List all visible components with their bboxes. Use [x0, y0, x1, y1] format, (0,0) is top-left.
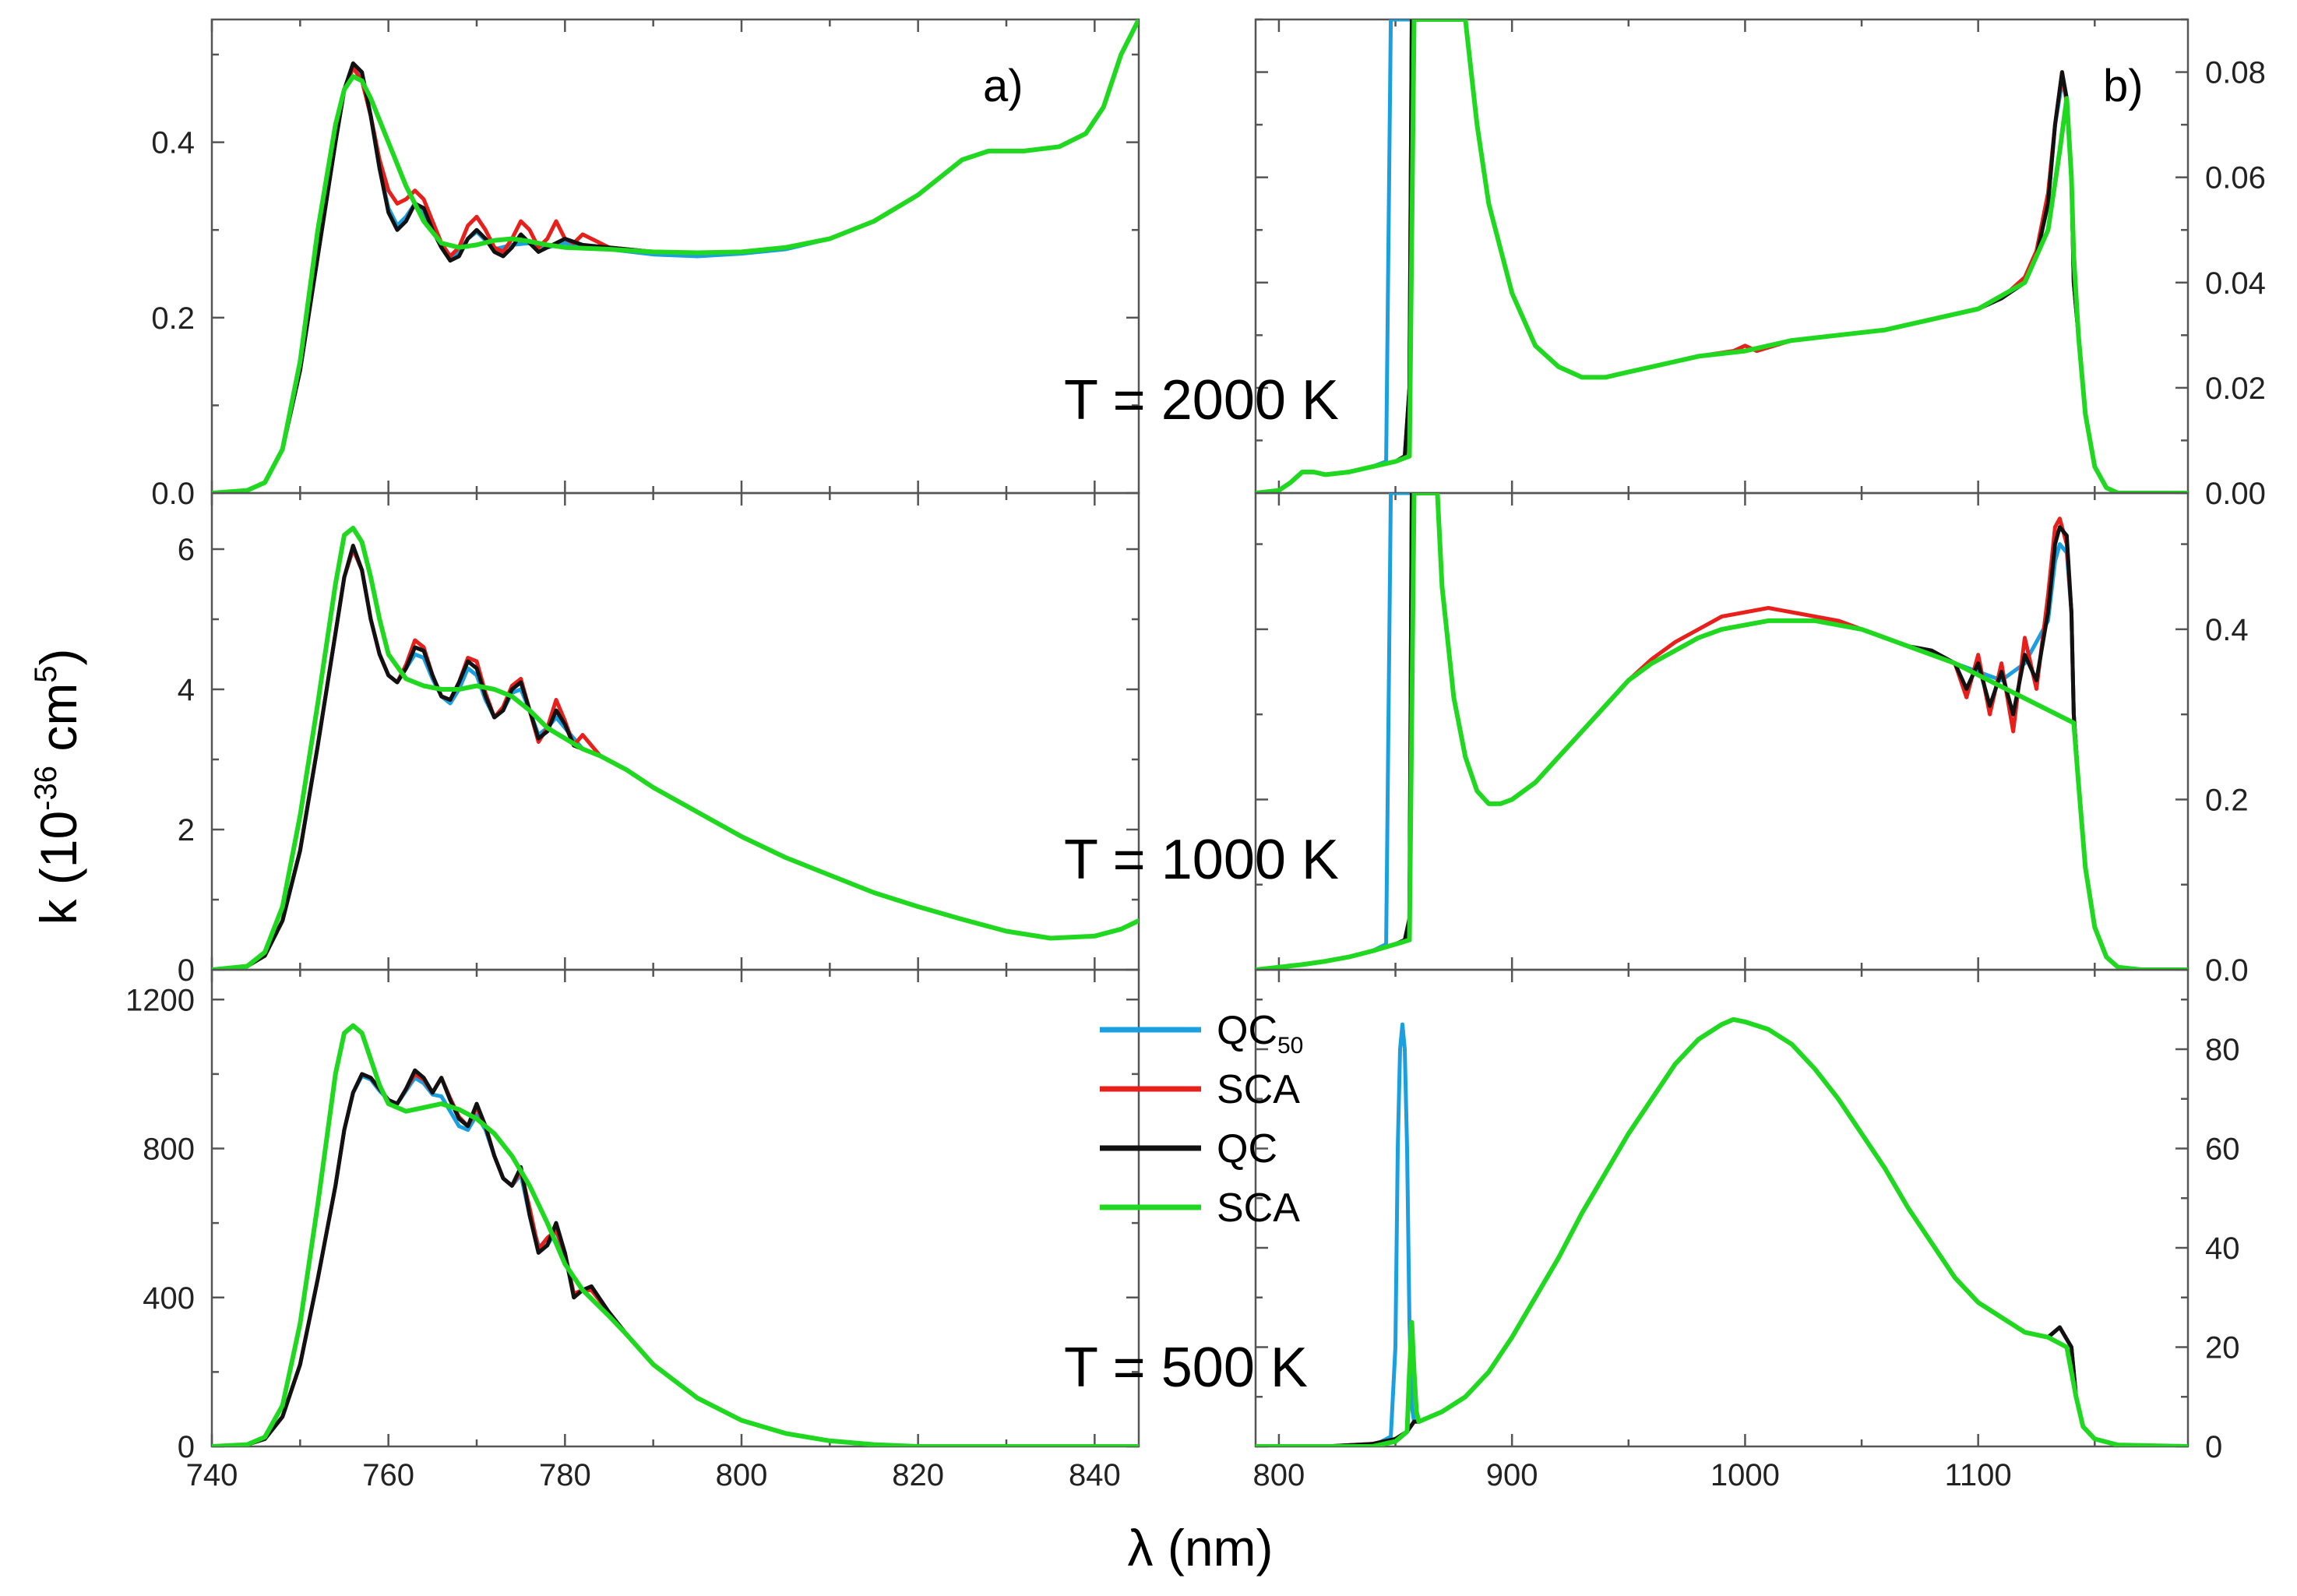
panel-a-500k-x-tick-label: 760: [362, 1458, 414, 1492]
panel-b-2000k-y-tick-label: 0.06: [2205, 161, 2266, 196]
panels-layer: 0.00.20.40.000.020.040.060.0802460.00.20…: [125, 18, 2266, 1492]
panel-a-2000k-y-tick-label: 0.4: [151, 126, 195, 160]
panel-b-500k-x-tick-label: 800: [1253, 1458, 1305, 1492]
panel-b-2000k-y-tick-label: 0.08: [2205, 56, 2266, 90]
y-label-suffix: ): [30, 648, 87, 665]
temperature-label-1000k: T = 1000 K: [1064, 829, 1339, 891]
legend-name-3: SCA: [1217, 1186, 1300, 1231]
y-label-prefix: k (10: [30, 811, 87, 925]
y-label-mid: cm: [30, 683, 87, 766]
legend-label-1: SCA: [1217, 1067, 1300, 1112]
legend-label-2: QC: [1217, 1126, 1277, 1171]
panel-b-500k-y-tick-label: 60: [2205, 1133, 2240, 1167]
panel-a-1000k-y-tick-label: 2: [178, 813, 195, 847]
panel-b-500k: 800 900 1000 1100 0 20 40 60 80: [1253, 968, 2240, 1492]
panel-b-2000k-frame: [1254, 18, 2190, 495]
legend-name-0: QC: [1217, 1008, 1277, 1053]
panel-b-1000k-line-qc50: [1256, 493, 2188, 970]
legend-name-2: QC: [1217, 1126, 1277, 1171]
panel-b-2000k-y-tick-label: 0.04: [2205, 266, 2266, 301]
panel-a-500k-line-sca: [212, 1072, 1139, 1446]
panel-a-500k-y-tick-label: 0: [178, 1430, 195, 1464]
panel-a-500k-x-tick-label: 740: [186, 1458, 238, 1492]
panel-a-1000k-line-qc: [212, 544, 1139, 970]
panel-a-500k-line-qc: [212, 1068, 1139, 1446]
panel-a-2000k-y-tick-label: 0.0: [151, 477, 195, 511]
panel-a-2000k-line-sca2: [212, 19, 1139, 493]
y-label-exp1: -36: [29, 766, 63, 811]
panel-a-500k-line-qc50: [212, 1073, 1139, 1446]
panel-a-500k: 740 760 780 800 820 840 0 400 800 1200: [125, 968, 1140, 1492]
temperature-label-2000k: T = 2000 K: [1064, 369, 1339, 432]
legend-label-0: QC50: [1217, 1008, 1303, 1059]
panel-b-1000k-line-sca2: [1256, 493, 2188, 970]
panel-a-500k-x-tick-label: 800: [716, 1458, 768, 1492]
panel-b-2000k-y-tick-label: 0.02: [2205, 372, 2266, 406]
panel-a-500k-y-tick-label: 1200: [125, 983, 195, 1017]
panel-a-500k-frame: [210, 968, 1140, 1448]
panel-a-1000k-y-tick-label: 0: [178, 953, 195, 988]
panel-a-1000k: 0 2 4 6: [178, 491, 1140, 988]
panel-b-500k-x-tick-label: 1100: [1945, 1458, 2012, 1492]
x-axis-label: λ (nm): [1128, 1519, 1274, 1577]
panel-a-500k-x-tick-label: 780: [539, 1458, 591, 1492]
panel-b-500k-line-qc50: [1256, 1017, 2188, 1446]
panel-b-500k-y-tick-label: 20: [2205, 1331, 2240, 1365]
temperature-label-500k: T = 500 K: [1064, 1337, 1308, 1399]
panel-b-1000k-y-tick-label: 0.2: [2205, 783, 2249, 817]
panel-b-2000k-y-tick-label: 0.00: [2205, 477, 2266, 511]
panel-b-2000k-line-qc: [1256, 19, 2188, 493]
legend-sub-0: 50: [1277, 1033, 1303, 1059]
panel-b-1000k-frame: [1254, 491, 2190, 971]
panel-b-1000k: 0.0 0.2 0.4: [1254, 491, 2249, 988]
panel-a-500k-x-tick-label: 820: [892, 1458, 944, 1492]
legend-label-3: SCA: [1217, 1186, 1300, 1231]
panel-a-1000k-line-qc50: [212, 547, 1139, 970]
panel-label-b: b): [2103, 61, 2144, 111]
panel-a-2000k: 0.0 0.2 0.4: [151, 18, 1140, 511]
panel-b-500k-series-group: [1256, 1016, 2188, 1446]
panel-a-500k-y-tick-label: 800: [143, 1133, 195, 1167]
panel-b-1000k-line-qc: [1256, 493, 2188, 970]
panel-a-500k-y-tick-label: 400: [143, 1281, 195, 1316]
panel-b-2000k-line-sca: [1256, 19, 2188, 493]
panel-a-1000k-line-sca: [212, 547, 1139, 970]
panel-b-2000k-line-qc50: [1256, 19, 2188, 493]
panel-a-1000k-y-tick-label: 6: [178, 533, 195, 567]
panel-a-2000k-y-tick-label: 0.2: [151, 301, 195, 336]
panel-a-1000k-line-sca2: [212, 526, 1139, 970]
panel-b-500k-x-tick-label: 1000: [1710, 1458, 1780, 1492]
panel-a-500k-line-sca2: [212, 1023, 1139, 1446]
panel-label-a: a): [983, 61, 1023, 111]
panel-b-500k-x-tick-label: 900: [1486, 1458, 1538, 1492]
panel-b-1000k-line-sca: [1256, 493, 2188, 970]
panel-a-2000k-series-group: [212, 19, 1139, 493]
panel-b-1000k-series-group: [1256, 493, 2188, 970]
legend-name-1: SCA: [1217, 1067, 1300, 1112]
panel-b-1000k-y-tick-label: 0.0: [2205, 953, 2249, 988]
panel-a-1000k-frame: [210, 491, 1140, 971]
y-label-exp2: 5: [29, 665, 63, 682]
panel-b-500k-frame: [1254, 968, 2190, 1448]
labels-layer: a) b) T = 2000 K T = 1000 K T = 500 K λ …: [29, 61, 2144, 1577]
panel-b-1000k-y-tick-label: 0.4: [2205, 613, 2249, 647]
panel-a-500k-x-tick-label: 840: [1069, 1458, 1121, 1492]
panel-b-2000k-series-group: [1256, 19, 2188, 493]
panel-b-500k-y-tick-label: 80: [2205, 1033, 2240, 1067]
panel-a-1000k-series-group: [212, 526, 1139, 970]
panel-b-500k-line-sca2: [1256, 1016, 2188, 1446]
panel-a-1000k-y-tick-label: 4: [178, 673, 195, 707]
panel-b-500k-y-tick-label: 40: [2205, 1231, 2240, 1266]
panel-b-500k-y-tick-label: 0: [2205, 1430, 2222, 1464]
panel-b-2000k-line-sca2: [1256, 19, 2188, 493]
y-axis-label: k (10-36 cm5): [29, 648, 87, 925]
panel-a-500k-series-group: [212, 1023, 1139, 1446]
